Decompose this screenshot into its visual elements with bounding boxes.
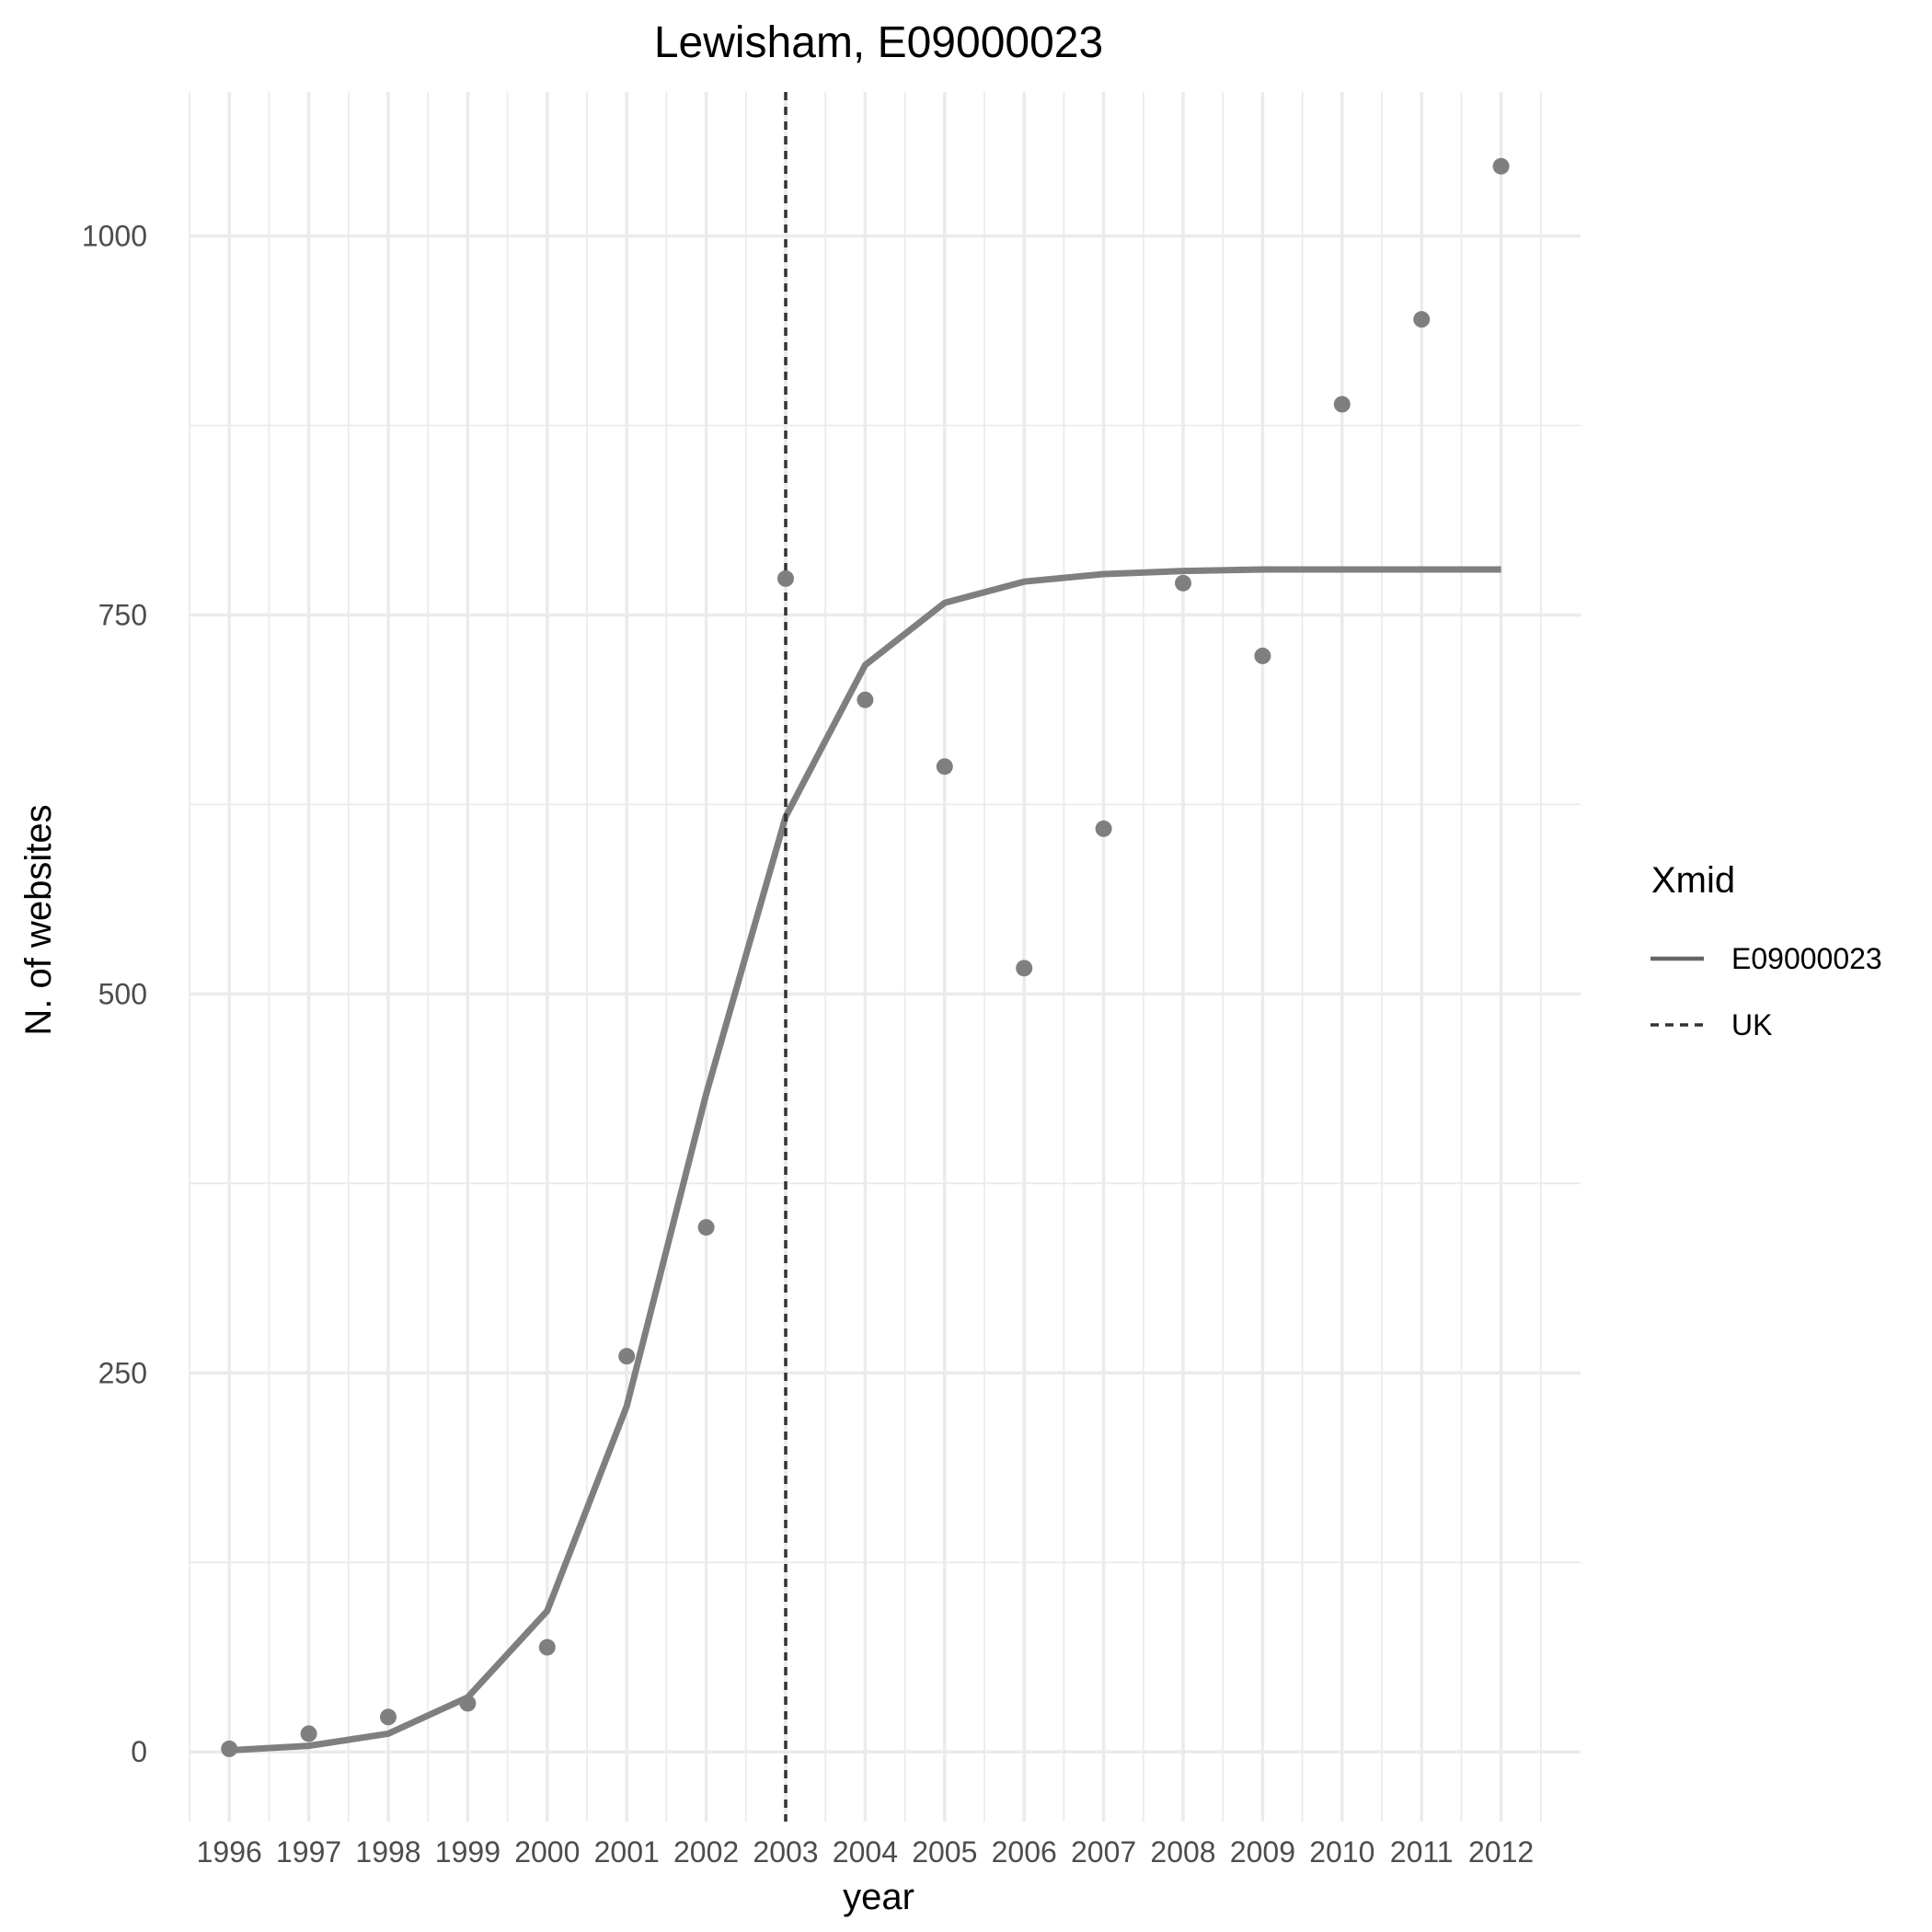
- data-point: [1095, 820, 1112, 837]
- data-point: [1254, 647, 1271, 664]
- legend: Xmid E09000023 UK: [1650, 860, 1882, 1041]
- data-points: [221, 157, 1510, 1757]
- grid-major-y: [190, 234, 1581, 1754]
- y-tick-label: 250: [98, 1356, 147, 1389]
- x-tick-label: 1996: [197, 1835, 262, 1869]
- x-tick-label: 2007: [1071, 1835, 1136, 1869]
- y-axis-title: N. of websites: [18, 804, 59, 1035]
- legend-label: E09000023: [1731, 942, 1882, 975]
- data-point: [300, 1725, 317, 1742]
- y-tick-label: 1000: [82, 220, 147, 253]
- x-tick-label: 2004: [833, 1835, 898, 1869]
- x-tick-label: 2005: [912, 1835, 977, 1869]
- data-point: [618, 1348, 636, 1365]
- data-point: [1492, 157, 1510, 175]
- series-lines: [229, 566, 1501, 1754]
- x-tick-label: 2012: [1468, 1835, 1534, 1869]
- x-tick-label: 2003: [753, 1835, 818, 1869]
- legend-label: UK: [1731, 1008, 1772, 1041]
- data-point: [1175, 574, 1191, 592]
- x-tick-label: 2006: [992, 1835, 1057, 1869]
- data-point: [380, 1708, 397, 1726]
- data-point: [459, 1695, 477, 1712]
- data-point: [538, 1639, 556, 1656]
- y-tick-label: 0: [131, 1735, 147, 1768]
- x-tick-label: 2010: [1309, 1835, 1374, 1869]
- data-point: [936, 758, 953, 776]
- grid-minor-y: [190, 424, 1581, 1564]
- x-tick-label: 2011: [1390, 1835, 1454, 1869]
- x-tick-labels: 1996 1997 1998 1999 2000 2001 2002 2003 2004 2005…: [197, 1835, 1535, 1869]
- x-tick-label: 1998: [355, 1835, 420, 1869]
- data-point: [1413, 311, 1431, 328]
- x-tick-label: 2008: [1150, 1835, 1215, 1869]
- data-point: [221, 1740, 238, 1757]
- data-point: [1016, 960, 1033, 977]
- data-point: [777, 569, 794, 587]
- grid-minor-x: [189, 92, 1542, 1822]
- y-tick-label: 500: [98, 977, 147, 1010]
- x-tick-label: 1997: [276, 1835, 341, 1869]
- data-point: [1333, 396, 1351, 413]
- grid-major-x: [227, 92, 1503, 1822]
- x-tick-label: 2009: [1230, 1835, 1295, 1869]
- legend-entries: E09000023 UK: [1650, 942, 1882, 1041]
- x-axis-title: year: [843, 1877, 914, 1917]
- chart-title: Lewisham, E09000023: [654, 18, 1103, 67]
- y-tick-label: 750: [98, 598, 147, 631]
- x-tick-label: 2000: [514, 1835, 580, 1869]
- x-tick-label: 2002: [673, 1835, 739, 1869]
- x-tick-label: 2001: [594, 1835, 660, 1869]
- legend-title: Xmid: [1651, 860, 1735, 901]
- y-tick-labels: 0 250 500 750 1000: [82, 220, 147, 1769]
- series-line: [229, 566, 1501, 1754]
- data-point: [857, 691, 874, 708]
- data-point: [697, 1219, 715, 1236]
- x-tick-label: 1999: [435, 1835, 500, 1869]
